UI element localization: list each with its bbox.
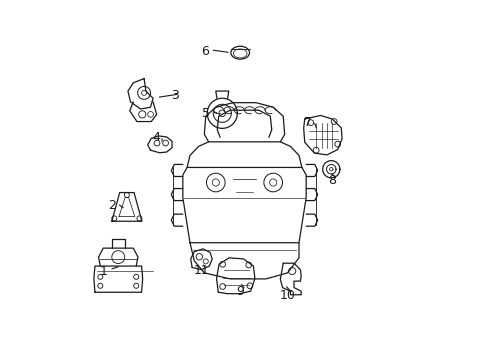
Text: 8: 8 <box>327 174 335 187</box>
Text: 9: 9 <box>236 285 244 298</box>
Text: 10: 10 <box>279 289 295 302</box>
Text: 5: 5 <box>202 107 210 120</box>
Text: 1: 1 <box>100 265 108 278</box>
Text: 2: 2 <box>108 199 116 212</box>
Text: 7: 7 <box>304 116 312 129</box>
Text: 11: 11 <box>193 264 209 277</box>
Text: 6: 6 <box>201 45 208 58</box>
Text: 3: 3 <box>170 89 178 102</box>
Text: 4: 4 <box>152 131 160 144</box>
